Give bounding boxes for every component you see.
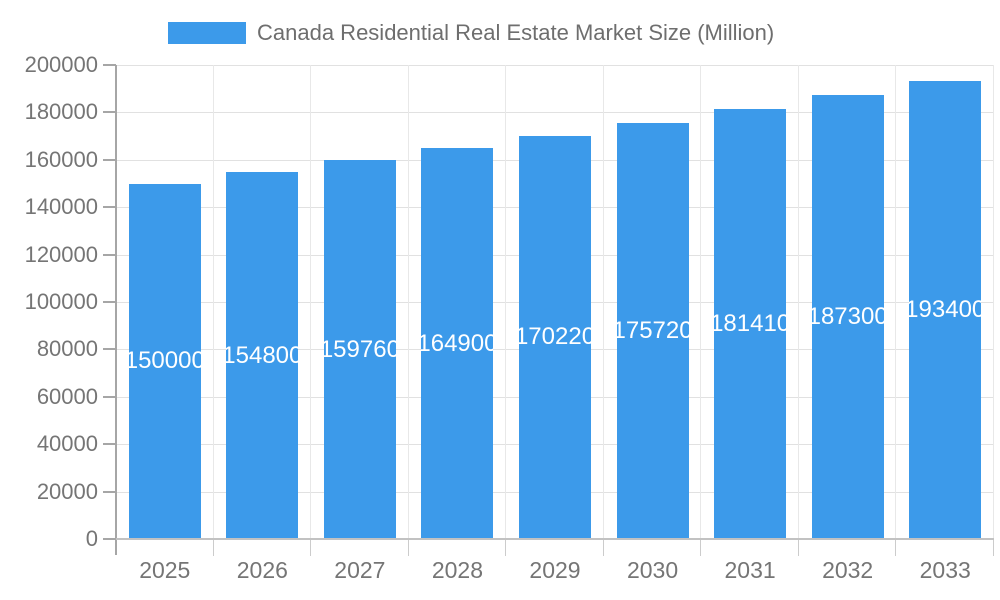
bar-2030: 175720	[616, 122, 689, 539]
x-axis-tick-label: 2030	[626, 557, 679, 583]
x-axis-tick	[993, 540, 994, 556]
x-axis-tick-label: 2029	[529, 557, 581, 583]
vertical-gridline	[895, 65, 897, 539]
x-axis-tick	[505, 540, 507, 556]
x-axis-tick	[895, 540, 897, 556]
legend-swatch	[168, 22, 246, 44]
horizontal-gridline	[116, 112, 994, 114]
x-axis-tick-label: 2025	[139, 557, 191, 583]
x-axis-tick-label: 2031	[724, 557, 776, 583]
y-axis-tick	[103, 111, 116, 114]
bar-2026: 154800	[226, 172, 299, 539]
bar-2025: 150000	[128, 183, 201, 539]
y-axis-tick-label: 80000	[36, 336, 98, 362]
y-axis-tick-label: 120000	[24, 241, 98, 267]
bar-value-label: 193400	[909, 295, 982, 323]
bar-value-label: 150000	[128, 347, 201, 375]
bar-value-label: 164900	[421, 329, 494, 357]
y-axis-tick-label: 60000	[36, 383, 98, 409]
x-axis-tick	[212, 540, 214, 556]
bar-2028: 164900	[421, 148, 494, 539]
bar-value-label: 175720	[616, 316, 689, 344]
x-axis-tick-label: 2026	[236, 557, 288, 583]
x-axis-tick	[407, 540, 409, 556]
y-axis-tick-label: 40000	[36, 431, 98, 457]
vertical-gridline	[212, 65, 214, 539]
vertical-gridline	[407, 65, 409, 539]
y-axis-tick	[103, 395, 116, 398]
x-axis-tick-label: 2028	[431, 557, 484, 583]
x-axis-tick-label: 2027	[334, 557, 386, 583]
y-axis-tick	[103, 64, 116, 66]
y-axis-tick-label: 0	[85, 526, 98, 551]
vertical-gridline	[700, 65, 702, 539]
bar-value-label: 170220	[519, 323, 591, 351]
y-axis-tick	[103, 490, 116, 493]
horizontal-gridline	[116, 65, 994, 66]
bar-value-label: 187300	[811, 303, 884, 331]
y-axis-tick	[103, 443, 116, 446]
chart-title: Canada Residential Real Estate Market Si…	[257, 20, 775, 45]
x-axis-tick-label: 2033	[919, 557, 971, 583]
bar-2032: 187300	[811, 95, 884, 539]
y-axis-tick-label: 180000	[24, 99, 98, 125]
bar-2029: 170220	[519, 135, 591, 539]
x-axis-tick	[310, 540, 312, 556]
y-axis-tick	[103, 538, 116, 540]
plot-area: 150000 154800 159760 164900 170220 175720 1814…	[116, 65, 994, 539]
bar-2027: 159760	[323, 160, 396, 539]
y-axis-tick-label: 100000	[24, 289, 98, 314]
vertical-gridline	[310, 65, 312, 539]
vertical-gridline	[797, 65, 799, 539]
y-axis-tick-label: 160000	[24, 146, 98, 172]
y-axis-tick-label: 140000	[24, 194, 98, 220]
x-axis-tick	[700, 540, 702, 556]
y-axis-tick-label: 200000	[24, 52, 98, 77]
vertical-gridline	[505, 65, 507, 539]
bar-2033: 193400	[909, 80, 982, 539]
vertical-gridline	[602, 65, 604, 539]
bar-2031: 181410	[714, 109, 787, 539]
vertical-gridline	[993, 65, 994, 539]
y-axis-tick	[103, 301, 116, 303]
y-axis-line	[115, 65, 117, 555]
bar-value-label: 159760	[323, 335, 396, 363]
x-axis-line	[115, 538, 994, 540]
y-axis-tick	[103, 206, 116, 209]
x-axis-tick-label: 2032	[822, 557, 874, 583]
x-axis-tick	[797, 540, 799, 556]
chart-legend: Canada Residential Real Estate Market Si…	[168, 20, 774, 46]
y-axis-tick	[103, 253, 116, 256]
bar-value-label: 181410	[714, 310, 787, 338]
x-axis-tick	[602, 540, 604, 556]
bar-value-label: 154800	[226, 341, 299, 369]
y-axis-tick	[103, 348, 116, 351]
y-axis-tick-label: 20000	[36, 478, 98, 504]
y-axis-tick	[103, 158, 116, 161]
